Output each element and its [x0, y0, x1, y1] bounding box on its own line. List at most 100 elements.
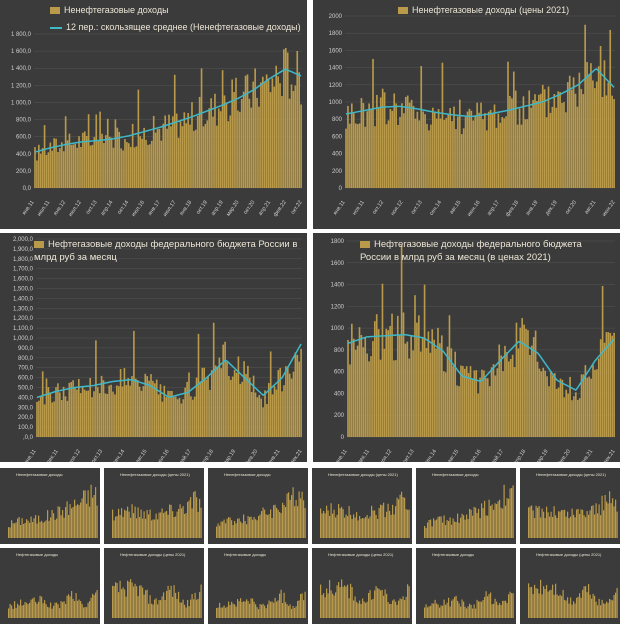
bar — [39, 396, 42, 437]
thumbnail-bar — [485, 591, 487, 618]
bar — [423, 284, 426, 437]
thumbnail-bar — [350, 514, 352, 538]
bar — [250, 391, 253, 437]
thumbnail-bar — [469, 508, 471, 538]
thumbnail-bar — [235, 606, 237, 618]
thumbnail-bar — [23, 523, 25, 538]
thumbnail-bar — [371, 599, 373, 618]
bar — [275, 389, 278, 437]
thumbnail-bar — [398, 499, 400, 538]
bar — [55, 387, 57, 437]
thumbnail-bar — [155, 513, 157, 538]
bar — [247, 365, 249, 437]
thumbnail-bar — [178, 591, 180, 618]
bar — [551, 106, 554, 188]
thumbnail-bar — [154, 599, 156, 618]
thumbnail-bar — [262, 507, 264, 538]
bar — [254, 68, 256, 188]
thumbnail-bar — [15, 607, 17, 618]
bar — [443, 119, 446, 188]
thumbnail-bar — [295, 606, 297, 618]
thumbnail-bar — [592, 505, 594, 538]
bar — [263, 81, 266, 188]
bar — [99, 111, 101, 188]
thumbnail-bar — [20, 599, 22, 618]
bar — [36, 401, 38, 437]
thumbnail-bar — [503, 600, 505, 618]
bar — [62, 386, 65, 437]
bar — [460, 134, 463, 188]
thumbnail-title: Нефтегазовые доходы — [432, 552, 474, 557]
thumbnail-svg: Нефтегазовые доходы (цены 2021) — [528, 552, 618, 618]
thumbnail-bar — [476, 599, 478, 618]
thumbnail-bar — [283, 505, 285, 538]
bar — [158, 128, 161, 188]
thumbnail-bar — [265, 608, 267, 618]
thumbnail-bar — [534, 584, 536, 618]
thumbnail-bar — [405, 509, 407, 538]
x-tick-label: апр.18 — [200, 449, 215, 462]
thumbnail-bar — [579, 513, 581, 538]
thumbnail-bar — [122, 516, 124, 538]
bar — [286, 366, 289, 437]
thumbnail-bar — [341, 506, 343, 538]
bar — [601, 285, 604, 437]
x-tick-label: дек.11 — [46, 449, 60, 462]
thumbnail-bar — [241, 601, 243, 618]
thumbnail-bar — [402, 497, 404, 538]
thumbnail-bar — [357, 520, 359, 538]
bar — [106, 393, 109, 437]
thumbnail-bar — [11, 605, 13, 618]
bar — [524, 119, 527, 188]
thumbnail-svg: Нефтегазовые доходы (цены 2021) — [112, 552, 202, 618]
thumbnail-bar — [393, 599, 395, 618]
thumbnail-bar — [229, 517, 231, 538]
legend-line-swatch — [50, 26, 62, 29]
bar — [76, 147, 78, 188]
bar — [507, 361, 510, 437]
thumbnail-bar — [573, 601, 575, 618]
thumbnail-bar — [424, 607, 426, 618]
y-tick-label: 400,0 — [18, 395, 34, 401]
thumbnail-bar — [497, 604, 499, 618]
bar — [85, 390, 88, 437]
bar — [55, 138, 57, 188]
bar — [95, 114, 98, 188]
thumbnail-bar — [134, 506, 136, 538]
bar — [241, 381, 244, 437]
bar — [529, 354, 531, 437]
thumbnail-bar — [549, 516, 551, 538]
thumbnail-bar — [544, 518, 546, 538]
thumbnail-bar — [182, 506, 184, 538]
thumbnail-bar — [336, 585, 338, 618]
thumbnail-bar — [553, 506, 555, 538]
thumbnail-bar — [335, 592, 337, 618]
bar — [393, 93, 396, 188]
thumbnail-bar — [259, 514, 261, 538]
thumbnail-bar — [217, 607, 219, 618]
thumbnail-bar — [564, 509, 566, 538]
chart-svg-3: 2,000,0 1,900,0 1,800,0 1,700,0 1,600,0 1,500… — [13, 237, 304, 462]
thumbnail-bar — [613, 506, 615, 538]
bar — [427, 331, 430, 437]
bar — [124, 139, 126, 188]
bar — [498, 344, 501, 437]
thumbnail-bar — [80, 601, 82, 618]
bar — [553, 373, 556, 437]
thumbnail-bar — [283, 592, 285, 618]
thumbnail-bar — [601, 599, 603, 618]
x-tick-label: фев.22 — [273, 200, 288, 218]
bar — [541, 84, 544, 188]
thumbnail-bar — [494, 598, 496, 618]
bar — [578, 72, 581, 188]
thumbnail-bar — [384, 517, 386, 538]
x-tick-label: окт.20 — [564, 200, 578, 216]
thumbnail-bar — [289, 604, 291, 618]
y-tick-label: 1 600,0 — [11, 49, 32, 55]
bar — [366, 111, 369, 188]
thumbnail-bar — [18, 605, 20, 618]
thumbnail-bar — [264, 605, 266, 618]
bar — [74, 143, 77, 188]
bar — [254, 392, 257, 437]
bar — [613, 332, 615, 437]
